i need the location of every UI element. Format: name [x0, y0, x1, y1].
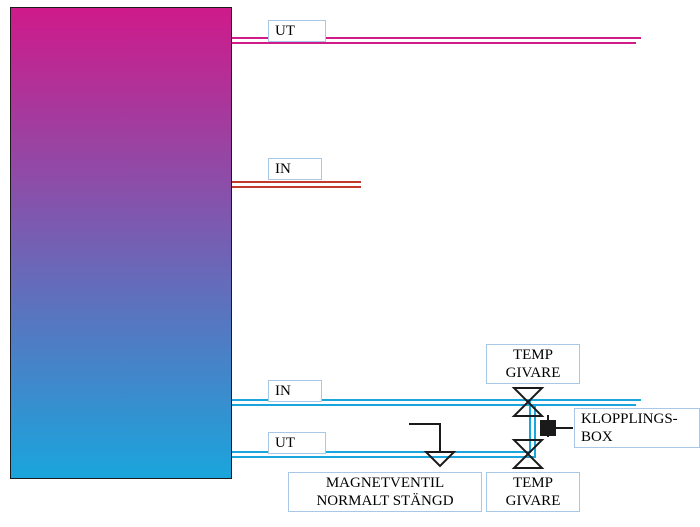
label-ut-top: UT — [268, 20, 326, 42]
label-ut-bottom: UT — [268, 432, 326, 454]
label-temp-givare-top: TEMP GIVARE — [486, 344, 580, 384]
label-in-low: IN — [268, 380, 322, 402]
label-temp-givare-bottom: TEMP GIVARE — [486, 472, 580, 512]
label-in-mid: IN — [268, 158, 322, 180]
label-magnetventil: MAGNETVENTIL NORMALT STÄNGD — [288, 472, 482, 512]
tank — [10, 7, 232, 479]
label-kopplingsbox: KLOPPLINGS- BOX — [574, 408, 700, 448]
